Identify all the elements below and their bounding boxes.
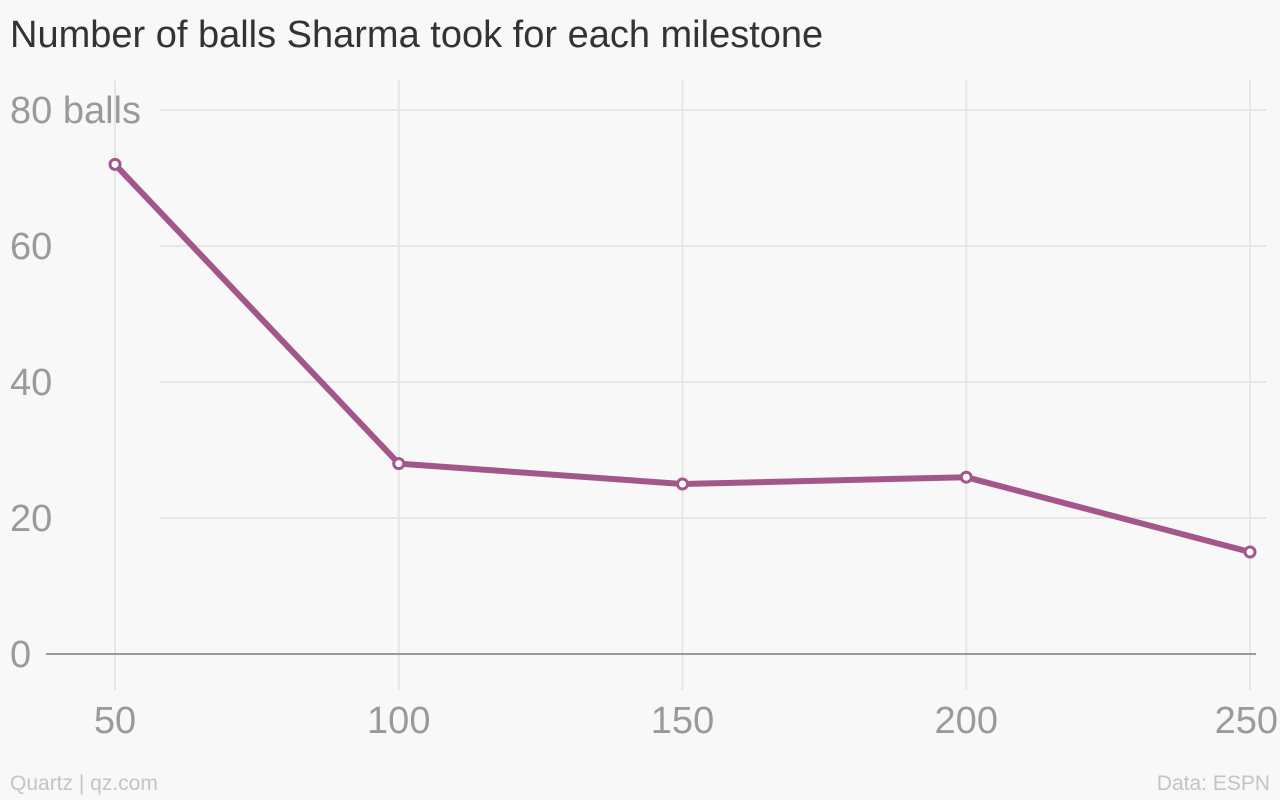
- footer-data-credit: Data: ESPN: [1156, 772, 1270, 795]
- series-milestones: [108, 157, 1257, 559]
- y-tick-label-40: 40: [10, 362, 52, 404]
- chart-title: Number of balls Sharma took for each mil…: [10, 14, 824, 56]
- line-chart: 0 20 40 60 80 balls 50 100 150 200 250: [10, 80, 1278, 742]
- data-point-50: [108, 157, 122, 171]
- x-tick-label-150: 150: [651, 700, 714, 742]
- data-point-150: [676, 477, 689, 491]
- axis-ticks: 0 20 40 60 80 balls 50 100 150 200 250: [10, 90, 1278, 742]
- x-tick-label-50: 50: [94, 700, 136, 742]
- y-tick-label-20: 20: [10, 498, 52, 540]
- data-point-250: [1243, 545, 1257, 559]
- footer-source: Quartz | qz.com: [10, 772, 158, 795]
- x-tick-label-250: 250: [1215, 700, 1278, 742]
- data-point-200: [959, 470, 973, 484]
- y-tick-label-0: 0: [10, 634, 31, 676]
- y-tick-label-60: 60: [10, 226, 52, 268]
- grid-lines: [46, 80, 1266, 690]
- x-tick-label-100: 100: [367, 700, 430, 742]
- y-tick-label-80: 80 balls: [10, 90, 141, 132]
- data-point-100: [392, 457, 406, 471]
- x-tick-label-200: 200: [935, 700, 998, 742]
